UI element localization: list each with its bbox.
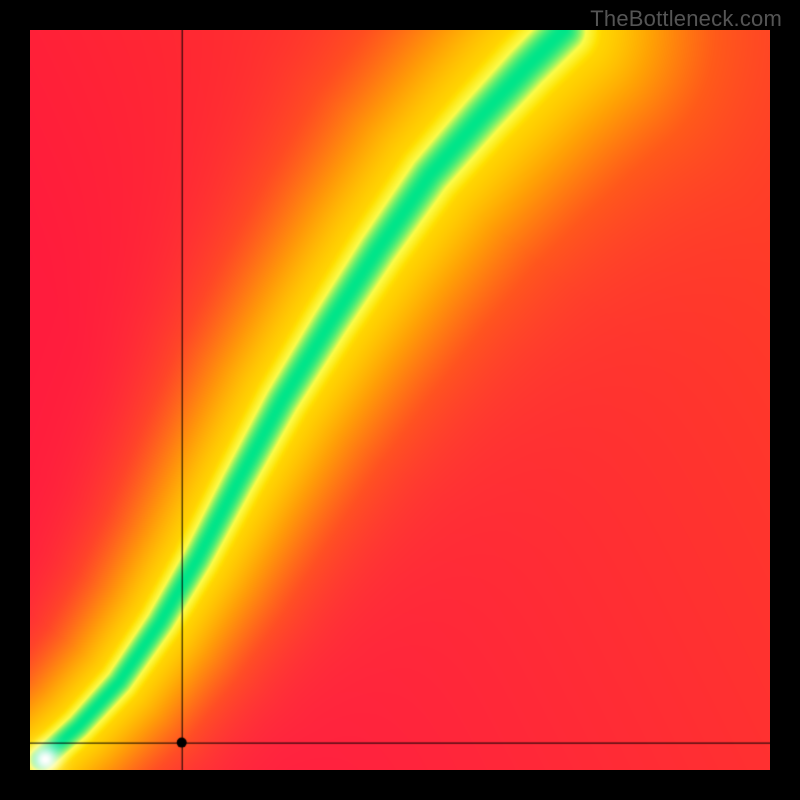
chart-container: TheBottleneck.com (0, 0, 800, 800)
plot-area (30, 30, 770, 770)
heatmap-canvas (30, 30, 770, 770)
watermark-text: TheBottleneck.com (590, 6, 782, 32)
